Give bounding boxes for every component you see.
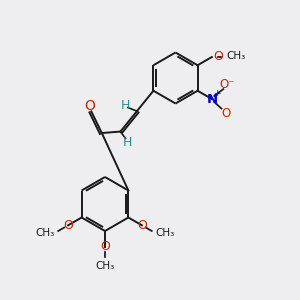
Text: N: N — [206, 92, 218, 106]
Text: H: H — [121, 99, 130, 112]
Text: O: O — [84, 99, 95, 113]
Text: O: O — [100, 240, 110, 253]
Text: O: O — [137, 219, 147, 232]
Text: H: H — [123, 136, 133, 148]
Text: CH₃: CH₃ — [95, 261, 115, 271]
Text: CH₃: CH₃ — [35, 228, 55, 238]
Text: +: + — [214, 89, 221, 98]
Text: O⁻: O⁻ — [219, 77, 235, 91]
Text: CH₃: CH₃ — [226, 51, 245, 62]
Text: CH₃: CH₃ — [155, 228, 175, 238]
Text: O: O — [213, 50, 223, 64]
Text: O: O — [221, 106, 231, 120]
Text: O: O — [63, 219, 73, 232]
